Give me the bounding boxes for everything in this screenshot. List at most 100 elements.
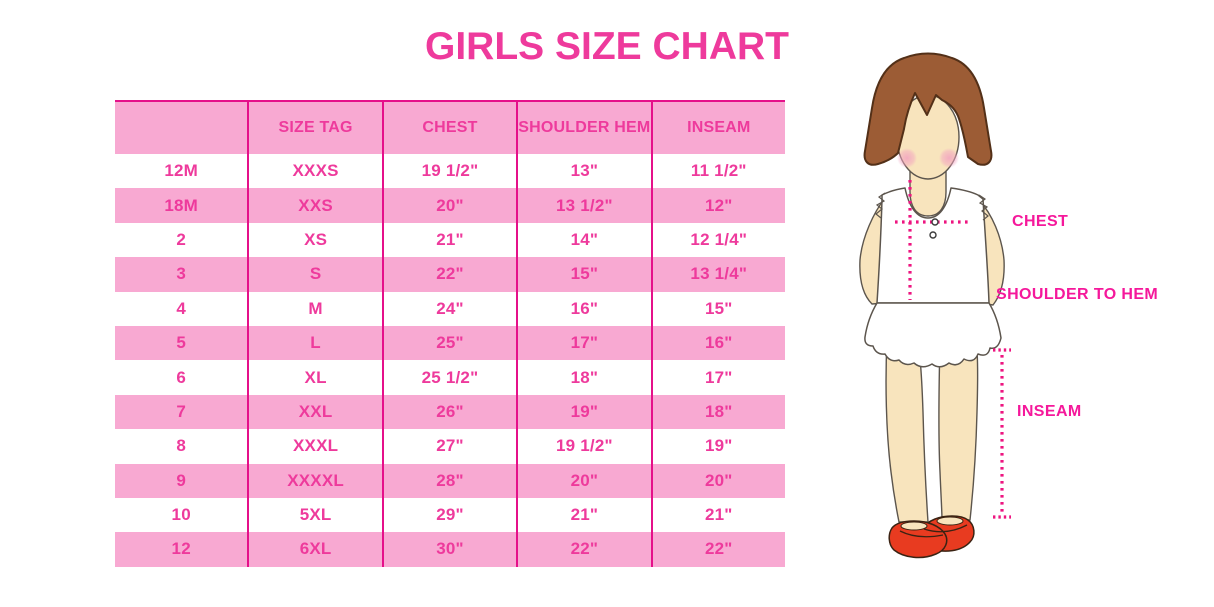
label-chest: CHEST — [1012, 213, 1069, 230]
girl-top-button-1 — [931, 218, 939, 226]
size-value-cell: 20" — [381, 188, 518, 223]
size-value-cell: 5XL — [247, 497, 383, 533]
size-label-cell: 18M — [164, 195, 199, 215]
col-header-size-tag: SIZE TAG — [247, 101, 383, 154]
size-label-cell: 4 — [176, 298, 187, 318]
size-value-cell: 24" — [381, 291, 518, 326]
size-value-cell: 19 1/2" — [381, 154, 518, 189]
size-value-cell: 21" — [381, 222, 518, 258]
size-row-4: 4 M 24" 16" 15" — [115, 291, 785, 326]
girl-top-button-2 — [929, 231, 937, 239]
girl-ruffle-right — [978, 194, 989, 221]
size-value-cell: 28" — [381, 463, 518, 498]
size-row-18m: 18M XXS 20" 13 1/2" 12" — [115, 188, 785, 223]
size-value-cell: S — [247, 257, 383, 292]
size-table-header: SIZE TAG CHEST SHOULDER HEM INSEAM — [115, 101, 785, 154]
col-header-blank — [115, 101, 249, 154]
size-row-3: 3 S 22" 15" 13 1/4" — [115, 257, 785, 292]
girl-shoe-right-strap — [923, 524, 968, 533]
size-table: SIZE TAG CHEST SHOULDER HEM INSEAM 12M XXXS 1… — [115, 100, 785, 567]
label-inseam: INSEAM — [1017, 403, 1082, 420]
col-header-chest: CHEST — [381, 101, 518, 154]
size-value-cell: 27" — [381, 429, 518, 464]
girl-ruffle-left — [875, 192, 886, 219]
size-row-9: 9 XXXXL 28" 20" 20" — [115, 463, 785, 498]
col-header-shoulder-hem: SHOULDER HEM — [516, 101, 652, 154]
size-row-7: 7 XXL 26" 19" 18" — [115, 394, 785, 430]
girl-shoe-left-strap — [899, 530, 944, 538]
size-value-cell: XXXL — [247, 429, 383, 464]
girl-leg-right — [938, 341, 979, 521]
size-value-cell: 21" — [650, 497, 785, 533]
size-value-cell: 11 1/2" — [650, 154, 785, 189]
girl-cheek-right — [939, 148, 959, 168]
size-row-12m: 12M XXXS 19 1/2" 13" 11 1/2" — [115, 154, 785, 189]
size-label-cell: 10 — [171, 505, 191, 525]
size-value-cell: 14" — [516, 222, 652, 258]
size-value-cell: 21" — [516, 497, 652, 533]
size-value-cell: 19 1/2" — [516, 429, 652, 464]
size-value-cell: 20" — [516, 463, 652, 498]
size-value-cell: 22" — [650, 532, 785, 567]
size-value-cell: XXL — [247, 394, 383, 430]
size-row-6: 6 XL 25 1/2" 18" 17" — [115, 360, 785, 395]
size-value-cell: 12 1/4" — [650, 222, 785, 258]
size-value-cell: 25" — [381, 325, 518, 361]
size-label-cell: 5 — [176, 333, 187, 353]
size-value-cell: 15" — [516, 257, 652, 292]
size-value-cell: 18" — [650, 394, 785, 430]
girl-illustration — [859, 52, 1011, 559]
size-value-cell: 30" — [381, 532, 518, 567]
size-row-10: 10 5XL 29" 21" 21" — [115, 497, 785, 533]
girl-shoe-left-opening — [900, 521, 928, 531]
size-value-cell: 22" — [381, 257, 518, 292]
size-value-cell: XXS — [247, 188, 383, 223]
size-value-cell: 16" — [650, 325, 785, 361]
size-label-cell: 3 — [176, 264, 187, 284]
size-label-cell: 9 — [176, 470, 187, 490]
size-value-cell: 17" — [516, 325, 652, 361]
size-value-cell: 19" — [516, 394, 652, 430]
size-label-cell: 12 — [171, 539, 191, 559]
size-value-cell: 20" — [650, 463, 785, 498]
girl-top — [876, 187, 990, 304]
size-value-cell: 13 1/2" — [516, 188, 652, 223]
size-value-cell: XL — [247, 360, 383, 395]
girl-shoe-left — [888, 520, 948, 559]
size-label-cell: 6 — [176, 367, 187, 387]
girl-hair — [863, 52, 993, 166]
size-value-cell: XXXS — [247, 154, 383, 189]
girl-shoe-right-opening — [936, 516, 964, 526]
size-value-cell: 19" — [650, 429, 785, 464]
header-row: SIZE TAG CHEST SHOULDER HEM INSEAM — [115, 101, 785, 154]
size-label-cell: 8 — [176, 436, 187, 456]
size-value-cell: 18" — [516, 360, 652, 395]
size-value-cell: 26" — [381, 394, 518, 430]
size-value-cell: 17" — [650, 360, 785, 395]
col-header-inseam: INSEAM — [650, 101, 785, 154]
size-value-cell: XXXXL — [247, 463, 383, 498]
size-label-cell: 2 — [176, 229, 187, 249]
size-value-cell: 13" — [516, 154, 652, 189]
size-value-cell: 6XL — [247, 532, 383, 567]
size-value-cell: XS — [247, 222, 383, 258]
girl-cheek-left — [897, 148, 917, 168]
size-label-cell: 12M — [164, 161, 199, 181]
size-value-cell: L — [247, 325, 383, 361]
label-shoulder-to-hem: SHOULDER TO HEM — [996, 286, 1159, 303]
size-value-cell: 16" — [516, 291, 652, 326]
size-value-cell: 15" — [650, 291, 785, 326]
size-table-body: 12M XXXS 19 1/2" 13" 11 1/2" 18M XXS 20" 13 1/2"… — [115, 154, 785, 567]
size-value-cell: 12" — [650, 188, 785, 223]
size-value-cell: M — [247, 291, 383, 326]
size-row-12: 12 6XL 30" 22" 22" — [115, 532, 785, 567]
girl-skirt — [864, 302, 1002, 368]
size-row-8: 8 XXXL 27" 19 1/2" 19" — [115, 429, 785, 464]
size-value-cell: 22" — [516, 532, 652, 567]
size-row-2: 2 XS 21" 14" 12 1/4" — [115, 222, 785, 258]
size-value-cell: 25 1/2" — [381, 360, 518, 395]
size-value-cell: 29" — [381, 497, 518, 533]
size-value-cell: 13 1/4" — [650, 257, 785, 292]
size-row-5: 5 L 25" 17" 16" — [115, 325, 785, 361]
